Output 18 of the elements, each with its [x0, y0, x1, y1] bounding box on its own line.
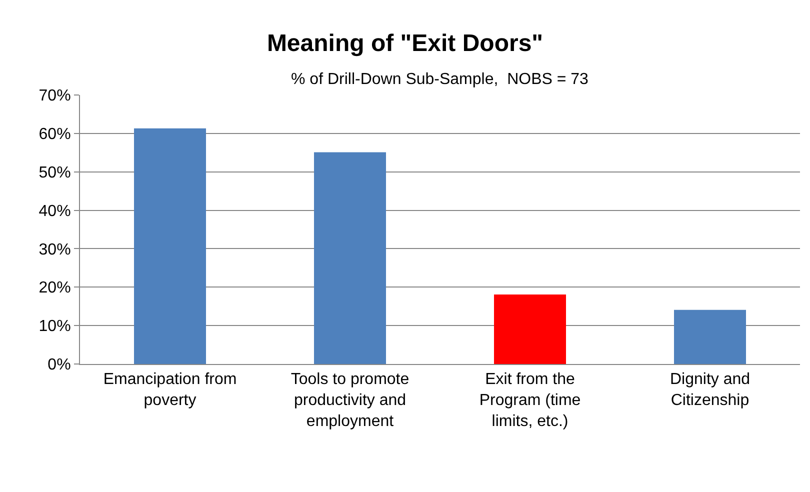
- y-tick-label: 60%: [38, 126, 71, 144]
- chart-title: Meaning of "Exit Doors": [266, 30, 544, 58]
- x-tick-label: Tools to promote productivity and employment: [290, 371, 410, 430]
- y-tick-label: 40%: [38, 202, 71, 220]
- x-tick-label: Dignity and Citizenship: [670, 371, 750, 409]
- x-tick-label: Exit from the Program (time limits, etc.): [479, 371, 581, 430]
- bar: [134, 128, 206, 364]
- y-tick-label: 0%: [48, 356, 71, 374]
- x-tick-label: Emancipation from poverty: [103, 371, 237, 409]
- bar: [674, 310, 746, 364]
- bar: [314, 152, 386, 364]
- y-tick-label: 70%: [38, 88, 71, 105]
- y-tick-label: 50%: [38, 164, 71, 182]
- y-tick-label: 30%: [38, 241, 71, 258]
- bar: [494, 294, 566, 364]
- chart-subtitle: % of Drill-Down Sub-Sample, NOBS = 73: [291, 71, 589, 88]
- y-tick-label: 10%: [38, 318, 71, 336]
- y-tick-label: 20%: [38, 280, 71, 297]
